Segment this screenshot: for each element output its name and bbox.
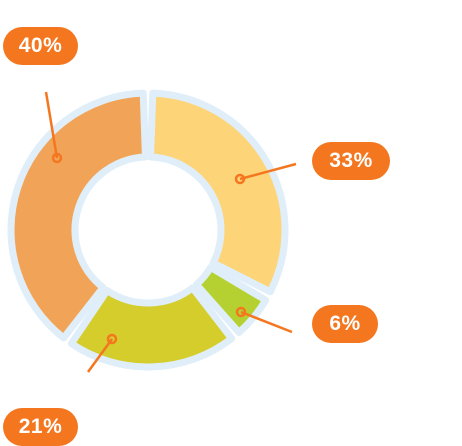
leader-21-dot bbox=[106, 333, 118, 345]
leader-33-dot bbox=[234, 173, 246, 185]
leader-40-dot bbox=[51, 152, 63, 164]
slice-label-21: 21% bbox=[3, 408, 78, 446]
slice-40 bbox=[7, 89, 149, 342]
leader-40-line bbox=[44, 91, 59, 159]
slice-label-6: 6% bbox=[312, 305, 378, 343]
leader-21-line bbox=[86, 338, 114, 373]
slice-33 bbox=[147, 89, 289, 296]
slice-label-40: 40% bbox=[3, 27, 78, 65]
leader-33-line bbox=[239, 162, 297, 181]
slice-21 bbox=[67, 284, 236, 371]
leader-6-dot bbox=[235, 306, 247, 318]
leader-6-line bbox=[240, 310, 293, 334]
slice-label-33: 33% bbox=[312, 142, 390, 180]
